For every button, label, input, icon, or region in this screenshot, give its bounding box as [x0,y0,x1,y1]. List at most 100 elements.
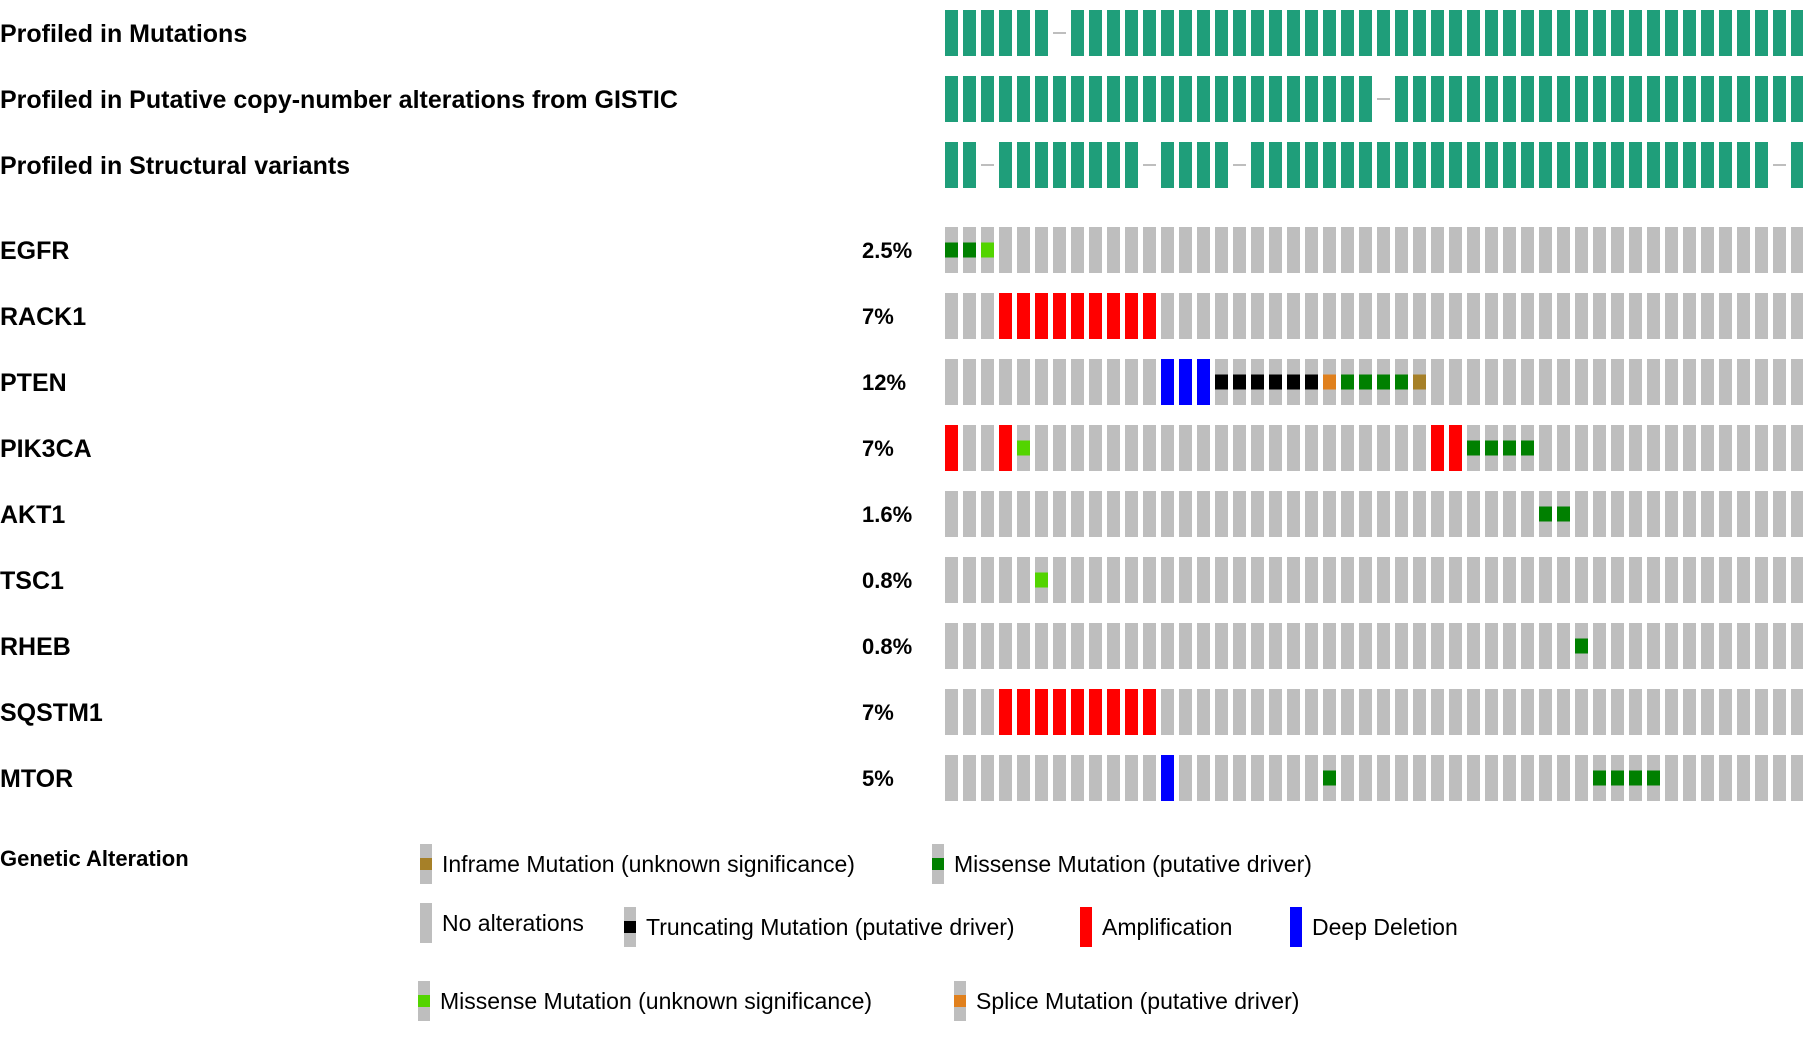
alteration-cell-amplification [1089,689,1102,735]
sample-cell [1791,227,1803,273]
sample-cell [1719,557,1732,603]
mutation-mark-missense-driver [1359,374,1372,390]
sample-cell [1269,491,1282,537]
sample-cell [1791,755,1803,801]
profiled-cell [1233,10,1246,56]
sample-cell [1539,755,1552,801]
profiled-cell [1215,142,1228,188]
sample-cell [1467,293,1480,339]
mutation-mark-missense-driver [1485,440,1498,456]
sample-cell [1377,755,1390,801]
sample-cell [1089,425,1102,471]
sample-cell [1341,293,1354,339]
sample-cell [1503,491,1516,537]
profiled-cell [1071,142,1084,188]
sample-cell [1413,425,1426,471]
profiled-cell [1485,76,1498,122]
profiled-cell [1161,76,1174,122]
gene-label: MTOR [0,765,73,793]
sample-cell [1125,227,1138,273]
profiled-cell [1323,76,1336,122]
sample-cell [1737,623,1750,669]
sample-cell [963,425,976,471]
sample-cell [1593,293,1606,339]
sample-cell [1359,689,1372,735]
sample-cell [1683,425,1696,471]
sample-cell [1485,227,1498,273]
sample-cell [999,359,1012,405]
sample-cell [1035,755,1048,801]
sample-cell [1521,293,1534,339]
sample-cell [1341,227,1354,273]
profiled-cell [1683,10,1696,56]
profiled-cell [1233,76,1246,122]
sample-cell [1359,425,1372,471]
mutation-mark-truncating-driver [1269,374,1282,390]
sample-cell [1593,689,1606,735]
profiled-cell [1791,76,1803,122]
sample-cell [1791,557,1803,603]
profiled-cell [1035,142,1048,188]
profiled-cell [1593,10,1606,56]
sample-cell [1449,491,1462,537]
sample-cell [1125,425,1138,471]
sample-cell [963,755,976,801]
profiled-cell [1215,10,1228,56]
sample-cell [1341,689,1354,735]
sample-cell [963,557,976,603]
sample-cell [1035,425,1048,471]
sample-cell [1575,557,1588,603]
sample-cell [1143,359,1156,405]
sample-cell [1665,689,1678,735]
profile-track-label: Profiled in Structural variants [0,152,350,180]
sample-cell [1215,227,1228,273]
profiled-cell [1089,76,1102,122]
profiled-cell [981,10,994,56]
sample-cell [1053,623,1066,669]
alteration-cell-deep-deletion [1161,755,1174,801]
sample-cell [981,425,994,471]
sample-cell [1359,755,1372,801]
mutation-mark-missense-driver [1629,770,1642,786]
mutation-mark-missense-unknown [1035,572,1048,588]
profiled-cell [1359,10,1372,56]
sample-cell [1485,689,1498,735]
alteration-cell-amplification [999,689,1012,735]
sample-cell [1161,491,1174,537]
sample-cell [1593,425,1606,471]
profiled-cell [1503,10,1516,56]
sample-cell [1107,227,1120,273]
not-profiled-cell [981,164,994,166]
alteration-cell-amplification [1143,689,1156,735]
mutation-mark-missense-driver [1341,374,1354,390]
sample-cell [1035,491,1048,537]
sample-cell [1629,491,1642,537]
sample-cell [981,293,994,339]
sample-cell [1071,557,1084,603]
sample-cell [1377,689,1390,735]
legend-item-truncating-driver: Truncating Mutation (putative driver) [624,907,1015,947]
sample-cell [1143,425,1156,471]
sample-cell [1773,227,1786,273]
profiled-cell [1539,10,1552,56]
sample-cell [1521,755,1534,801]
sample-cell [1557,359,1570,405]
sample-cell [1521,623,1534,669]
sample-cell [1359,623,1372,669]
gene-percent-label: 0.8% [862,568,912,593]
sample-cell [1107,755,1120,801]
gene-label: EGFR [0,237,69,265]
profiled-cell [1701,142,1714,188]
sample-cell [1593,491,1606,537]
sample-cell [1287,491,1300,537]
sample-cell [1611,491,1624,537]
legend-item-no-alterations: No alterations [420,903,584,943]
gene-percent-label: 2.5% [862,238,912,263]
sample-cell [1557,689,1570,735]
sample-cell [1629,359,1642,405]
sample-cell [1251,293,1264,339]
gene-percent-label: 7% [862,436,894,461]
alteration-cell-amplification [999,293,1012,339]
sample-cell [1503,623,1516,669]
sample-cell [1485,557,1498,603]
